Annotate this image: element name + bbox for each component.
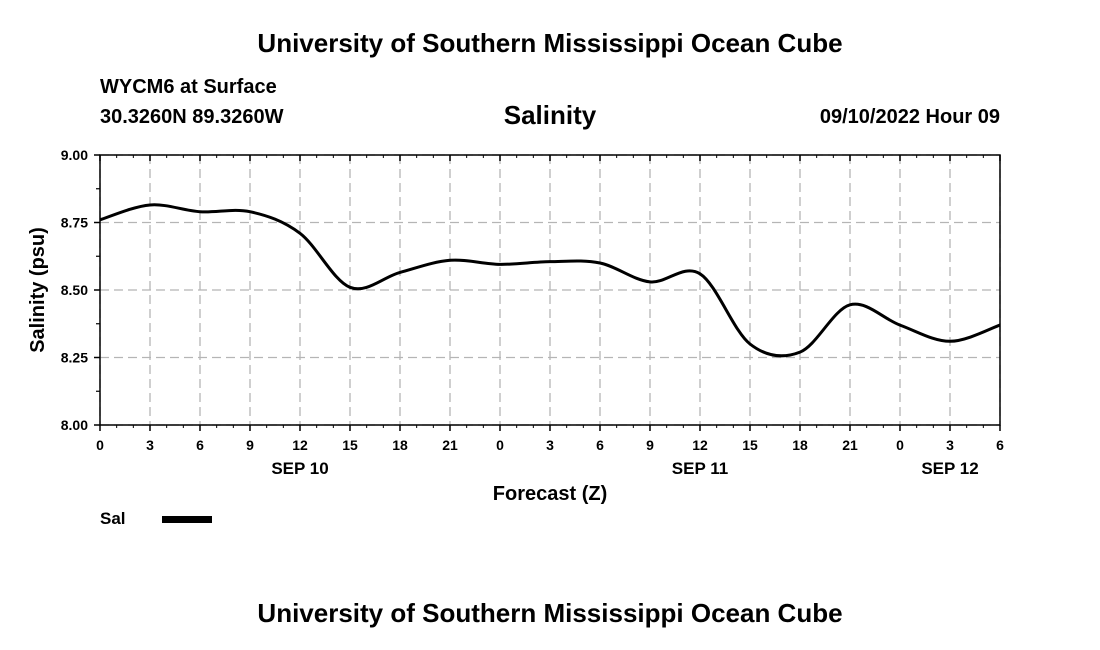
station-label: WYCM6 at Surface (100, 76, 277, 98)
x-tick-label: 15 (742, 437, 758, 453)
x-tick-label: 18 (792, 437, 808, 453)
x-tick-label: 0 (96, 437, 104, 453)
valid-time: 09/10/2022 Hour 09 (819, 106, 1000, 128)
x-tick-label: 3 (546, 437, 554, 453)
y-tick-label: 8.00 (61, 417, 88, 433)
footer-title: University of Southern Mississippi Ocean… (257, 598, 843, 628)
x-tick-label: 6 (196, 437, 204, 453)
chart-title: Salinity (503, 100, 597, 130)
axes: 8.00 8.25 8.50 8.75 9.00 0 3 6 9 12 15 18 21 0 3 6 9 12 15… (61, 147, 1004, 478)
x-tick-label: 15 (342, 437, 358, 453)
x-tick-label: 0 (496, 437, 504, 453)
x-date-label: SEP 10 (271, 459, 328, 478)
y-tick-label: 8.75 (61, 215, 88, 231)
x-tick-label: 0 (896, 437, 904, 453)
x-tick-label: 21 (842, 437, 858, 453)
x-tick-label: 9 (646, 437, 654, 453)
grid (99, 154, 1001, 426)
y-tick-label: 9.00 (61, 147, 88, 163)
x-date-label: SEP 11 (672, 459, 728, 478)
x-tick-label: 3 (146, 437, 154, 453)
legend-label: Sal (100, 509, 126, 528)
station-coordinates: 30.3260N 89.3260W (100, 106, 284, 128)
plot-frame (99, 154, 1001, 426)
x-axis-label: Forecast (Z) (493, 483, 607, 505)
x-tick-label: 3 (946, 437, 954, 453)
x-tick-label: 12 (692, 437, 708, 453)
y-axis-label: Salinity (psu) (27, 227, 49, 353)
x-tick-label: 12 (292, 437, 308, 453)
y-tick-label: 8.50 (61, 282, 88, 298)
y-tick-label: 8.25 (61, 350, 88, 366)
series-line-sal (99, 203, 1001, 358)
x-tick-label: 6 (596, 437, 604, 453)
x-tick-label: 9 (246, 437, 254, 453)
x-date-label: SEP 12 (921, 459, 978, 478)
x-tick-label: 6 (996, 437, 1004, 453)
page-title: University of Southern Mississippi Ocean… (257, 28, 843, 58)
legend-swatch (162, 516, 212, 523)
x-tick-label: 18 (392, 437, 408, 453)
x-tick-label: 21 (442, 437, 458, 453)
